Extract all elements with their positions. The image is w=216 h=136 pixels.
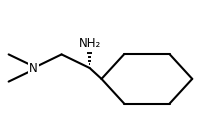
Text: NH₂: NH₂ [78, 37, 101, 50]
Text: N: N [29, 61, 38, 75]
